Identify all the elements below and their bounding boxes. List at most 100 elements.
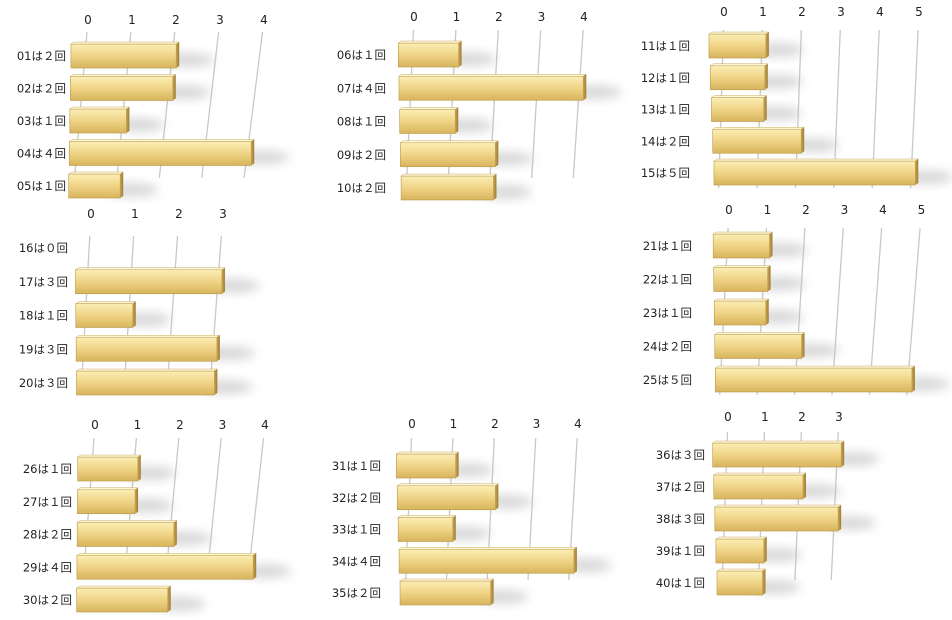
bar-end-cap xyxy=(765,299,769,325)
x-tick-label: 2 xyxy=(491,417,499,431)
chart-3: 0 1 2 3 4 5 11は１回 12は１回 13は１回 14は２回 15は５回 xyxy=(641,5,952,189)
category-label: 20は３回 xyxy=(19,376,68,390)
bar-top-face xyxy=(77,454,142,458)
category-label: 15は５回 xyxy=(641,166,690,180)
bar-end-cap xyxy=(172,74,176,101)
x-tick-label: 1 xyxy=(764,203,772,217)
bar xyxy=(711,97,765,122)
x-tick-label: 1 xyxy=(453,10,461,24)
category-label: 35は２回 xyxy=(332,586,381,600)
bar-end-cap xyxy=(221,267,225,294)
x-tick-label: 3 xyxy=(835,410,843,424)
bar-top-face xyxy=(713,298,770,302)
category-label: 13は１回 xyxy=(641,103,690,117)
bar-end-cap xyxy=(802,473,806,499)
bar-end-cap xyxy=(765,32,769,58)
bar-top-face xyxy=(397,515,457,518)
bar-end-cap xyxy=(763,95,767,122)
category-label: 40は１回 xyxy=(656,576,705,590)
category-label: 23は１回 xyxy=(643,306,692,320)
bar-top-face xyxy=(708,31,770,35)
bar-end-cap xyxy=(573,547,577,574)
chart-1: 0 1 2 3 4 01は２回 02は２回 03は１回 04は４回 05は１回 xyxy=(17,13,290,199)
x-tick-label: 2 xyxy=(802,203,810,217)
x-tick-label: 3 xyxy=(219,207,227,221)
x-tick-label: 4 xyxy=(580,10,588,24)
category-label: 31は１回 xyxy=(332,459,381,473)
bar-end-cap xyxy=(455,452,459,478)
bar-top-face xyxy=(69,106,131,110)
x-tick-label: 4 xyxy=(879,203,887,217)
chart-6: 0 1 2 3 4 26は１回 27は１回 28は２回 29は４回 30は２回 xyxy=(23,418,292,613)
bar xyxy=(714,367,913,393)
bar-end-cap xyxy=(915,159,919,185)
category-label: 28は２回 xyxy=(23,528,72,542)
bar xyxy=(708,33,767,59)
bar-top-face xyxy=(396,483,500,486)
bar xyxy=(400,142,496,168)
bar-end-cap xyxy=(214,369,218,395)
x-tick-label: 4 xyxy=(261,418,269,432)
category-label: 16は０回 xyxy=(19,241,68,255)
category-label: 27は１回 xyxy=(23,495,72,509)
category-label: 30は２回 xyxy=(23,593,72,607)
x-tick-label: 2 xyxy=(798,5,806,19)
bar-top-face xyxy=(76,585,172,589)
bar xyxy=(396,453,456,479)
x-tick-label: 2 xyxy=(172,13,180,27)
x-tick-label: 3 xyxy=(538,10,546,24)
bar-end-cap xyxy=(493,174,497,200)
bar-end-cap xyxy=(490,579,494,605)
bar xyxy=(399,109,456,134)
bar xyxy=(75,269,223,295)
x-tick-label: 1 xyxy=(450,417,458,431)
bar-end-cap xyxy=(495,483,499,510)
bar xyxy=(400,175,494,201)
bar-end-cap xyxy=(216,335,220,362)
bar-top-face xyxy=(399,578,495,582)
bar-top-face xyxy=(709,63,769,66)
bar xyxy=(76,522,175,547)
bar-end-cap xyxy=(801,127,805,154)
bar xyxy=(76,370,215,396)
bar-top-face xyxy=(75,335,221,338)
x-tick-label: 5 xyxy=(918,203,926,217)
bar xyxy=(399,580,491,606)
bar-top-face xyxy=(70,41,180,45)
bar xyxy=(75,336,218,362)
x-tick-label: 0 xyxy=(84,13,92,27)
bar xyxy=(70,43,177,69)
x-tick-label: 3 xyxy=(533,417,541,431)
x-tick-label: 0 xyxy=(720,5,728,19)
category-label: 18は１回 xyxy=(19,309,68,323)
bar-top-face xyxy=(713,158,919,162)
x-tick-label: 2 xyxy=(495,10,503,24)
category-label: 12は１回 xyxy=(641,71,690,85)
category-label: 22は１回 xyxy=(643,273,692,287)
category-label: 24は２回 xyxy=(643,340,692,354)
bar-end-cap xyxy=(458,41,462,67)
bar-top-face xyxy=(715,536,768,540)
bar xyxy=(713,300,767,326)
bar xyxy=(75,303,134,328)
x-tick-label: 3 xyxy=(216,13,224,27)
bar xyxy=(712,442,842,468)
bar-end-cap xyxy=(841,441,845,467)
category-label: 37は２回 xyxy=(656,480,705,494)
bar xyxy=(68,173,121,199)
bar xyxy=(714,506,839,532)
bar xyxy=(709,65,766,91)
category-label: 17は３回 xyxy=(19,275,68,289)
category-label: 10は２回 xyxy=(337,181,386,195)
x-tick-label: 3 xyxy=(219,418,227,432)
bar-top-face xyxy=(76,487,139,490)
category-label: 06は１回 xyxy=(337,48,386,62)
category-label: 36は３回 xyxy=(656,448,705,462)
bar-end-cap xyxy=(801,332,805,359)
bar-end-cap xyxy=(762,569,766,595)
bar xyxy=(713,267,768,292)
category-label: 14は２回 xyxy=(641,134,690,148)
gridline xyxy=(572,29,584,179)
x-tick-label: 4 xyxy=(574,417,582,431)
